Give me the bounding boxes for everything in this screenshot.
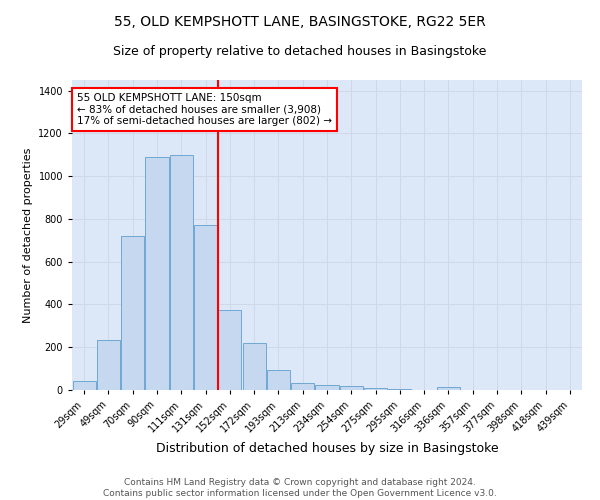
Text: 55, OLD KEMPSHOTT LANE, BASINGSTOKE, RG22 5ER: 55, OLD KEMPSHOTT LANE, BASINGSTOKE, RG2… xyxy=(114,15,486,29)
Text: 55 OLD KEMPSHOTT LANE: 150sqm
← 83% of detached houses are smaller (3,908)
17% o: 55 OLD KEMPSHOTT LANE: 150sqm ← 83% of d… xyxy=(77,93,332,126)
Bar xyxy=(364,388,387,390)
Bar xyxy=(242,343,266,390)
Bar xyxy=(340,386,363,390)
Bar xyxy=(388,389,412,390)
Bar xyxy=(194,226,217,390)
Bar xyxy=(97,340,120,390)
Bar xyxy=(73,382,95,390)
Bar xyxy=(437,387,460,390)
Y-axis label: Number of detached properties: Number of detached properties xyxy=(23,148,33,322)
Bar xyxy=(267,370,290,390)
Bar xyxy=(218,310,241,390)
Bar xyxy=(170,155,193,390)
X-axis label: Distribution of detached houses by size in Basingstoke: Distribution of detached houses by size … xyxy=(155,442,499,456)
Bar xyxy=(121,236,144,390)
Bar xyxy=(316,384,338,390)
Bar xyxy=(291,382,314,390)
Text: Size of property relative to detached houses in Basingstoke: Size of property relative to detached ho… xyxy=(113,45,487,58)
Text: Contains HM Land Registry data © Crown copyright and database right 2024.
Contai: Contains HM Land Registry data © Crown c… xyxy=(103,478,497,498)
Bar xyxy=(145,157,169,390)
